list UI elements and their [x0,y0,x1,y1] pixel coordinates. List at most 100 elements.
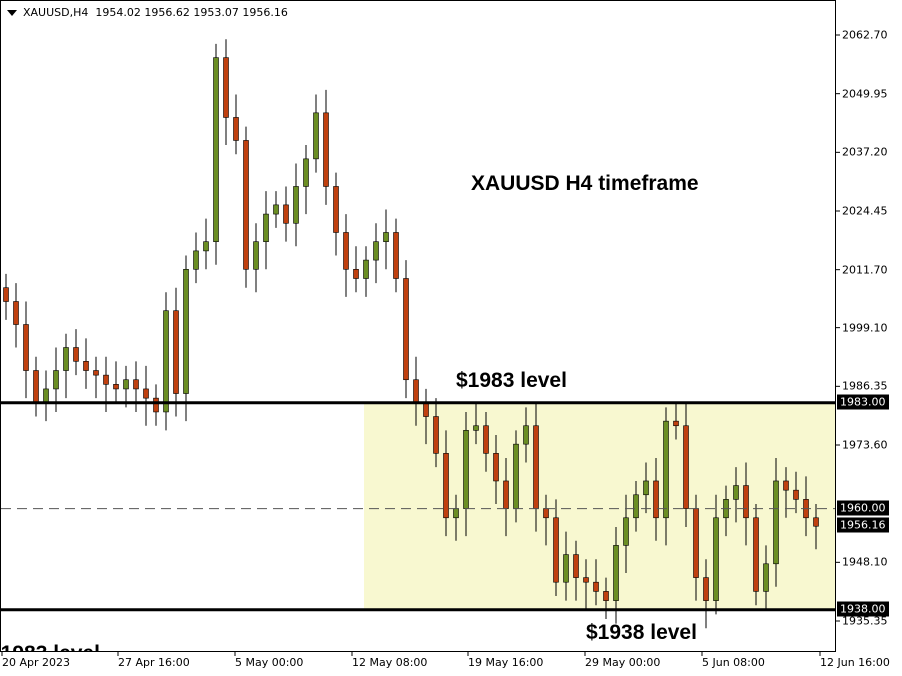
time-tick-label: 27 Apr 16:00 [118,656,190,669]
candle-body [743,485,749,519]
candle-body [373,241,379,261]
price-tick-label: 1973.60 [842,438,888,452]
candle-body [653,480,659,519]
candle-body [693,508,699,578]
upper-level-annotation: $1983 level [456,369,567,392]
candle-body [613,545,619,601]
candle-body [233,117,239,141]
ohlc-values: 1954.02 1956.62 1953.07 1956.16 [95,6,288,19]
candle-body [253,241,259,270]
candle-body [813,517,819,527]
candle-body [23,324,29,371]
candle-body [623,517,629,546]
support-price-tag: 1938.00 [837,601,889,617]
price-tick-label: 2037.20 [842,145,888,159]
candle-body [83,361,89,371]
candle-body [783,480,789,491]
candle-body [763,563,769,592]
candle-body [433,416,439,454]
candle-body [93,370,99,376]
price-tick-label: 2062.70 [842,28,888,42]
candle-body [3,287,9,302]
time-tick-label: 12 May 08:00 [352,656,428,669]
candle-body [353,268,359,279]
last-price-tag: 1956.16 [837,517,889,533]
candle-body [183,268,189,394]
candle-body [733,485,739,500]
chart-area[interactable]: XAUUSD,H4 1954.02 1956.62 1953.07 1956.1… [0,0,836,652]
candle-body [203,241,209,252]
candle-body [473,425,479,431]
candle-body [773,480,779,565]
time-tick-label: 12 Jun 16:00 [820,656,890,669]
candle-body [163,310,169,413]
candle-body [143,388,149,399]
candle-body [423,402,429,417]
clipped-annotation: $1983 level [1,642,100,651]
candle-body [533,425,539,509]
price-tick-label: 1935.35 [842,614,888,628]
symbol-label: XAUUSD,H4 [23,6,89,19]
price-tick-label: 2024.45 [842,204,888,218]
chart-title-annotation: XAUUSD H4 timeframe [471,172,699,195]
candle-body [443,453,449,519]
candle-body [133,379,139,390]
candle-body [333,186,339,233]
candle-body [213,57,219,242]
candle-body [633,494,639,519]
candle-body [503,480,509,509]
candle-body [283,204,289,224]
candle-body [363,259,369,279]
candle-body [573,554,579,578]
time-tick-label: 29 May 00:00 [585,656,661,669]
candle-body [563,554,569,583]
candle-body [483,425,489,454]
candle-body [103,374,109,385]
candle-body [73,347,79,362]
price-tick-label: 1948.10 [842,555,888,569]
dropdown-triangle-icon[interactable] [7,10,17,16]
candle-body [193,250,199,270]
candle-body [713,517,719,601]
candle-body [603,591,609,601]
time-tick-label: 5 Jun 08:00 [702,656,765,669]
candle-body [63,347,69,371]
candle-body [323,112,329,187]
candle-body [453,508,459,519]
candle-body [643,480,649,496]
candle-body [703,577,709,601]
candle-body [123,379,129,390]
candle-body [393,232,399,279]
price-tick-label: 2049.95 [842,87,888,101]
candle-body [793,489,799,500]
candle-body [263,213,269,242]
candle-body [243,140,249,270]
candlestick-chart [1,39,835,629]
mid-price-tag: 1960.00 [837,500,889,516]
time-tick-label: 19 May 16:00 [468,656,544,669]
candle-body [493,453,499,482]
candle-body [663,420,669,519]
candle-body [303,158,309,187]
candle-body [153,397,159,413]
candle-body [673,420,679,427]
candle-body [43,388,49,404]
candle-body [313,112,319,160]
price-tick-label: 2011.70 [842,263,888,277]
candle-body [223,57,229,118]
candle-body [463,430,469,509]
candle-body [583,577,589,583]
candle-body [53,370,59,390]
lower-level-annotation: $1938 level [586,621,697,644]
resistance-price-tag: 1983.00 [837,394,889,410]
chart-header: XAUUSD,H4 1954.02 1956.62 1953.07 1956.1… [7,6,288,19]
candle-body [523,425,529,445]
candle-body [513,443,519,509]
candle-body [173,310,179,394]
candle-body [403,278,409,381]
candle-body [593,581,599,592]
candle-body [343,232,349,270]
candle-body [383,232,389,242]
candle-body [413,379,419,404]
candle-body [33,370,39,404]
